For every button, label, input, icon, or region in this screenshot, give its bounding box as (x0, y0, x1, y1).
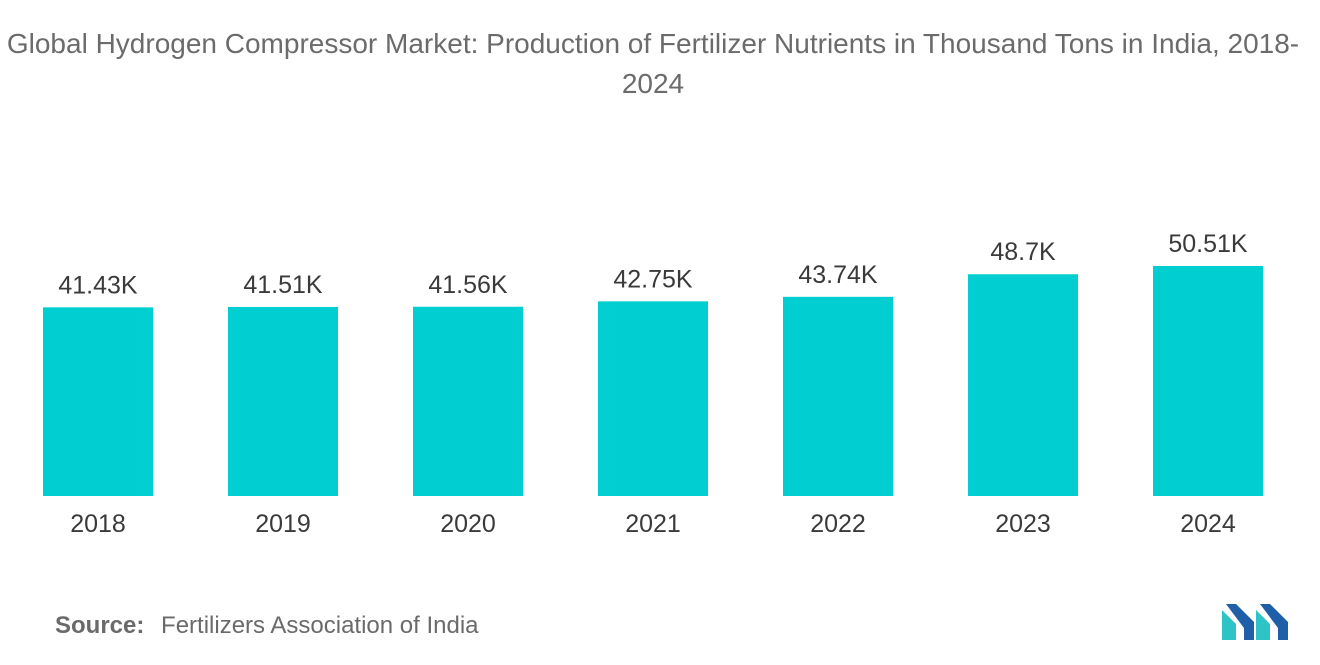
bar-2023 (968, 274, 1078, 496)
x-tick-label-2019: 2019 (255, 510, 311, 538)
x-tick-label-2024: 2024 (1180, 510, 1236, 538)
data-label-2018: 41.43K (58, 271, 138, 299)
data-label-2024: 50.51K (1168, 230, 1248, 258)
bar-2022 (783, 296, 893, 496)
x-tick-label-2022: 2022 (810, 510, 866, 538)
x-tick-label-2021: 2021 (625, 510, 681, 538)
data-label-2020: 41.56K (428, 271, 508, 299)
bar-2021 (598, 301, 708, 496)
bar-2018 (43, 307, 153, 496)
source-note: Source: Fertilizers Association of India (55, 612, 479, 640)
mordor-intelligence-logo-icon (1222, 604, 1288, 640)
x-tick-label-2018: 2018 (70, 510, 126, 538)
bar-2024 (1153, 266, 1263, 496)
data-label-2021: 42.75K (613, 265, 693, 293)
x-tick-label-2020: 2020 (440, 510, 496, 538)
source-label: Source: (55, 612, 145, 639)
bar-chart: 41.43K 2018 41.51K 2019 41.56K 2020 42.75K 2021… (43, 230, 1263, 538)
data-label-2019: 41.51K (243, 271, 323, 299)
data-label-2023: 48.7K (990, 238, 1056, 266)
chart-title: Global Hydrogen Compressor Market: Produ… (6, 28, 1300, 99)
bar-2020 (413, 306, 523, 496)
x-tick-label-2023: 2023 (995, 510, 1051, 538)
bar-2019 (228, 306, 338, 496)
source-text: Fertilizers Association of India (161, 612, 479, 639)
data-label-2022: 43.74K (798, 261, 878, 289)
